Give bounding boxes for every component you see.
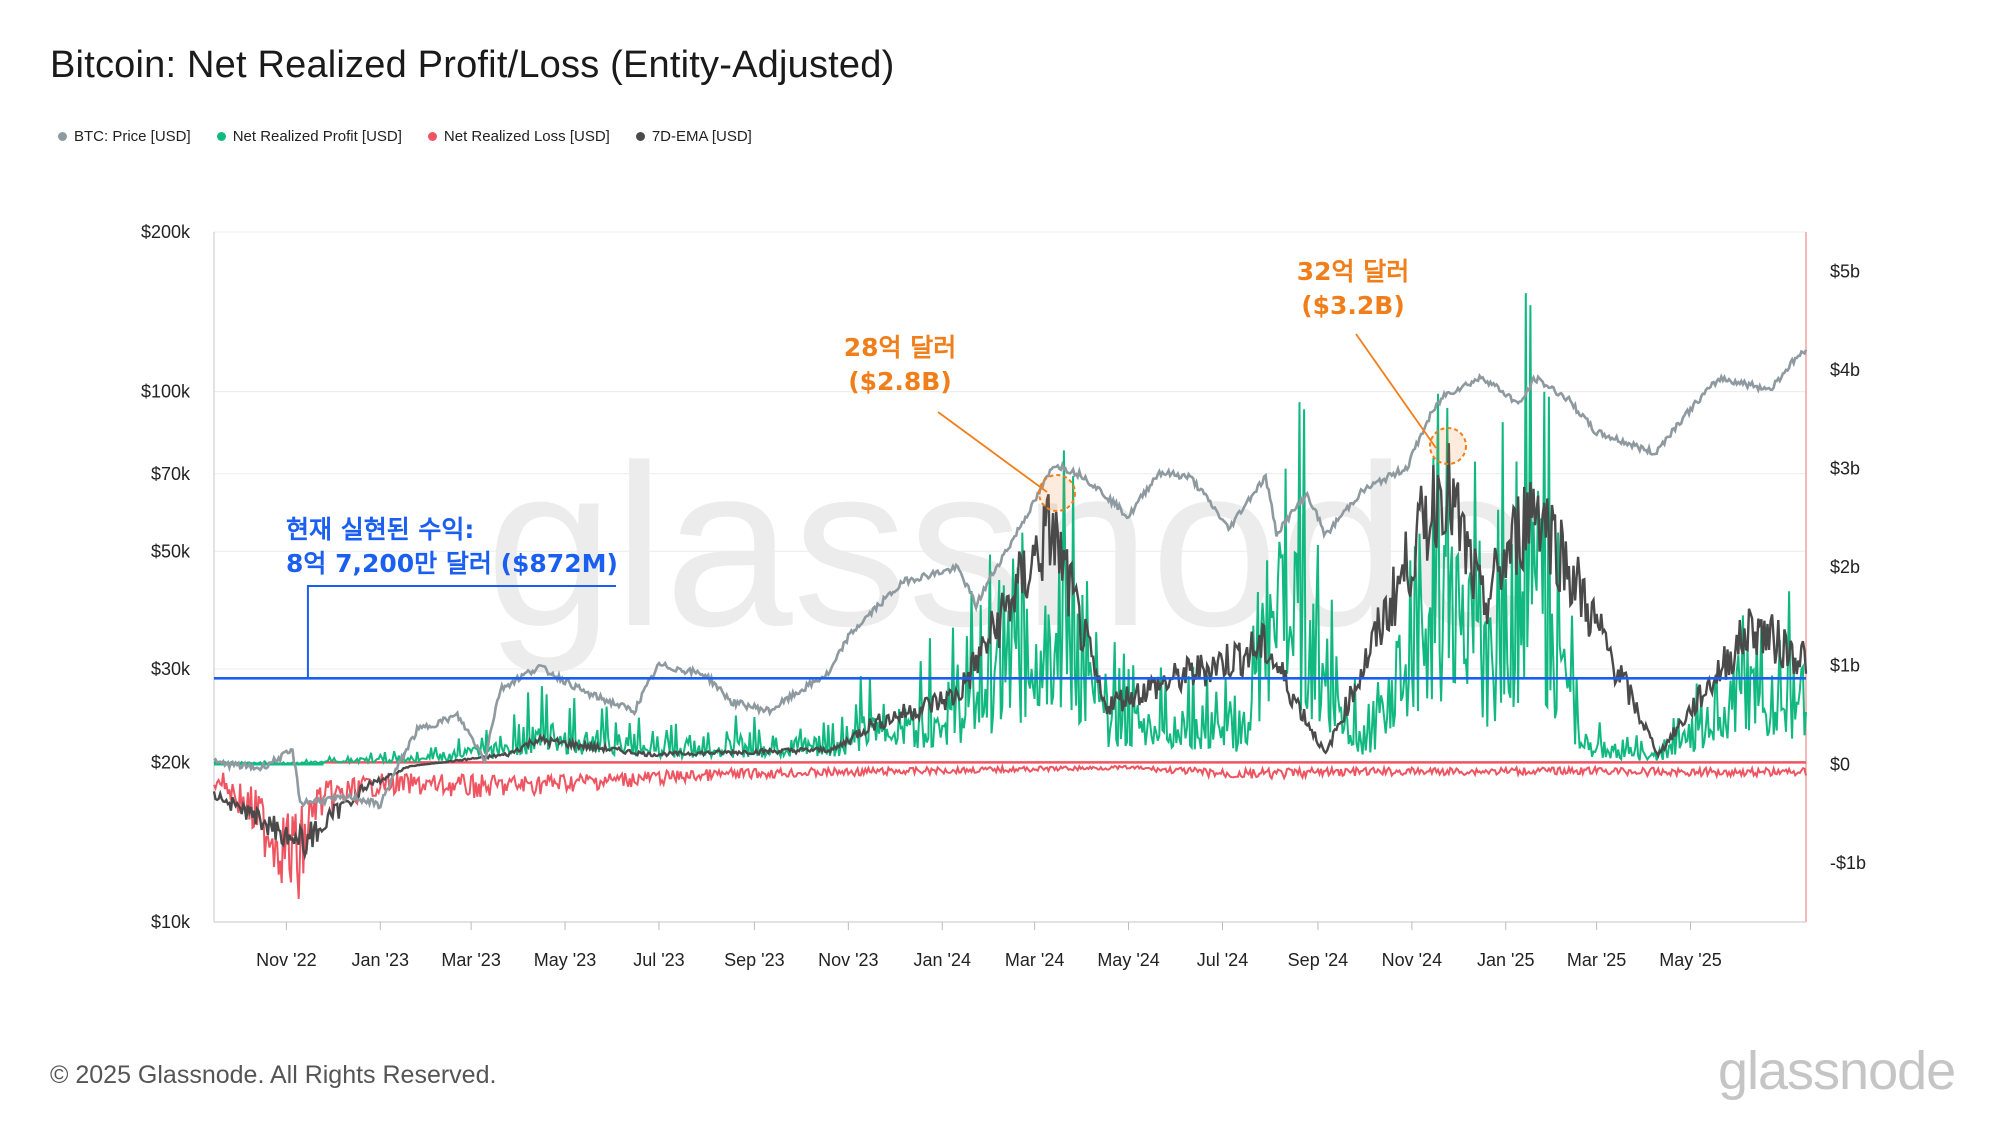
left-tick-label: $10k <box>151 912 191 932</box>
annotation-28b-value: ($2.8B) <box>848 367 952 396</box>
annotation-28b-marker <box>1038 474 1076 512</box>
x-tick-label: Nov '22 <box>256 950 316 970</box>
left-tick-label: $50k <box>151 541 191 561</box>
right-tick-label: -$1b <box>1830 853 1866 873</box>
right-tick-label: $1b <box>1830 656 1860 676</box>
annotation-28b-label: 28억 달러 <box>844 333 957 362</box>
x-tick-label: Sep '23 <box>724 950 785 970</box>
x-tick-label: Nov '24 <box>1382 950 1442 970</box>
x-tick-label: Jan '25 <box>1477 950 1534 970</box>
profit-series-line <box>213 293 1807 766</box>
annotation-current-label: 현재 실현된 수익: <box>286 515 474 544</box>
loss-series-line <box>213 763 1807 899</box>
annotation-32b-marker <box>1429 427 1467 465</box>
right-tick-label: $4b <box>1830 360 1860 380</box>
x-tick-label: Sep '24 <box>1288 950 1349 970</box>
left-tick-label: $30k <box>151 659 191 679</box>
x-tick-label: May '24 <box>1097 950 1159 970</box>
x-tick-label: Jan '23 <box>352 950 409 970</box>
price-series-line <box>213 349 1808 810</box>
chart-title: Bitcoin: Net Realized Profit/Loss (Entit… <box>50 44 895 86</box>
right-tick-label: $0 <box>1830 754 1850 774</box>
x-tick-label: May '25 <box>1659 950 1721 970</box>
legend-label: BTC: Price [USD] <box>74 128 191 145</box>
right-tick-label: $2b <box>1830 557 1860 577</box>
x-tick-label: Mar '25 <box>1567 950 1626 970</box>
legend-dot-icon <box>635 132 645 141</box>
right-tick-label: $3b <box>1830 459 1860 479</box>
legend-dot-icon <box>58 132 67 141</box>
ema-series-line <box>212 443 1808 861</box>
annotation-28b-pointer <box>937 411 1048 493</box>
annotation-32b-value: ($3.2B) <box>1301 291 1405 320</box>
legend-item-ema[interactable]: 7D-EMA [USD] <box>635 128 752 145</box>
legend-dot-icon <box>216 132 226 141</box>
annotation-32b-label: 32억 달러 <box>1297 257 1410 286</box>
x-tick-label: Nov '23 <box>818 950 878 970</box>
annotation-32b-pointer <box>1355 333 1437 449</box>
copyright-text: © 2025 Glassnode. All Rights Reserved. <box>50 1061 497 1089</box>
x-tick-label: Jul '24 <box>1197 950 1248 970</box>
current-profit-bracket <box>306 585 616 679</box>
x-tick-label: Jan '24 <box>914 950 971 970</box>
annotation-current-value: 8억 7,200만 달러 ($872M) <box>286 549 618 578</box>
x-tick-label: Mar '23 <box>441 950 500 970</box>
legend-item-loss[interactable]: Net Realized Loss [USD] <box>427 128 610 145</box>
right-tick-label: $5b <box>1830 261 1860 281</box>
legend-label: Net Realized Profit [USD] <box>232 128 402 145</box>
left-tick-label: $200k <box>141 222 191 242</box>
legend-dot-icon <box>427 132 437 141</box>
left-tick-label: $20k <box>151 752 191 772</box>
x-tick-label: Mar '24 <box>1005 950 1064 970</box>
glassnode-logo: glassnode <box>1718 1041 1956 1101</box>
legend: BTC: Price [USD] Net Realized Profit [US… <box>58 128 752 145</box>
legend-label: 7D-EMA [USD] <box>651 128 752 145</box>
legend-item-price[interactable]: BTC: Price [USD] <box>58 128 191 145</box>
left-tick-label: $70k <box>151 464 191 484</box>
x-tick-label: May '23 <box>534 950 596 970</box>
legend-label: Net Realized Loss [USD] <box>443 128 610 145</box>
x-tick-label: Jul '23 <box>633 950 684 970</box>
left-tick-label: $100k <box>141 382 191 402</box>
legend-item-profit[interactable]: Net Realized Profit [USD] <box>216 128 402 145</box>
